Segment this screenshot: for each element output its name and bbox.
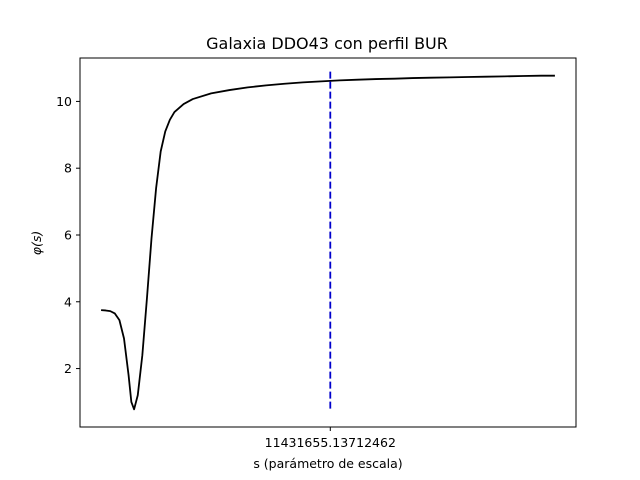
y-axis-ticks: 2 4 6 8 10 xyxy=(56,94,80,376)
x-tick-label: 11431655.13712462 xyxy=(265,435,396,450)
x-axis-ticks: 11431655.13712462 xyxy=(265,427,396,450)
y-tick-label: 4 xyxy=(64,294,72,309)
series-phi-curve xyxy=(101,74,555,411)
x-axis-label: s (parámetro de escala) xyxy=(253,456,402,471)
chart-title: Galaxia DDO43 con perfil BUR xyxy=(206,34,448,53)
plot-area xyxy=(101,71,555,411)
y-tick-label: 8 xyxy=(64,161,72,176)
y-tick-label: 2 xyxy=(64,361,72,376)
y-tick-label: 10 xyxy=(56,94,72,109)
plot-frame xyxy=(79,57,577,428)
y-axis-label: φ(s) xyxy=(29,231,44,256)
y-tick-label: 6 xyxy=(64,227,72,242)
